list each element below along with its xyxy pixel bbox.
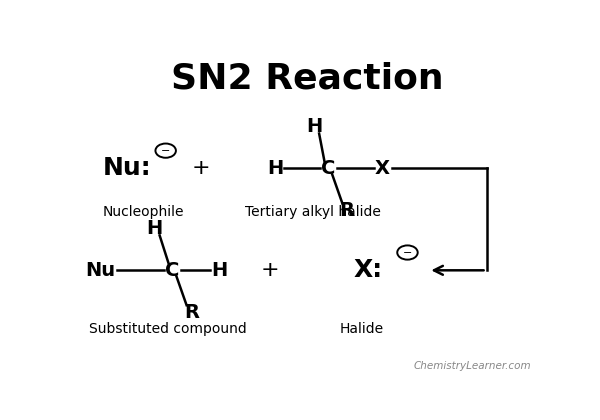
Text: Substituted compound: Substituted compound xyxy=(89,322,247,336)
Text: Nu: Nu xyxy=(86,261,116,280)
Text: R: R xyxy=(340,201,355,220)
Text: H: H xyxy=(267,159,283,178)
Text: H: H xyxy=(211,261,227,280)
Text: +: + xyxy=(191,158,210,178)
Text: −: − xyxy=(403,247,412,257)
Text: ChemistryLearner.com: ChemistryLearner.com xyxy=(413,360,531,370)
Text: Nu:: Nu: xyxy=(103,156,152,181)
Text: H: H xyxy=(146,219,162,238)
Text: R: R xyxy=(184,303,199,322)
Text: SN2 Reaction: SN2 Reaction xyxy=(171,62,444,96)
Text: C: C xyxy=(166,261,180,280)
Text: +: + xyxy=(261,260,280,280)
Text: −: − xyxy=(161,146,170,156)
Text: Tertiary alkyl halide: Tertiary alkyl halide xyxy=(245,205,380,219)
Text: X: X xyxy=(374,159,389,178)
Text: H: H xyxy=(307,117,323,136)
Text: Halide: Halide xyxy=(340,322,384,336)
Text: Nucleophile: Nucleophile xyxy=(103,205,184,219)
Text: C: C xyxy=(321,159,335,178)
Text: X:: X: xyxy=(354,258,383,282)
